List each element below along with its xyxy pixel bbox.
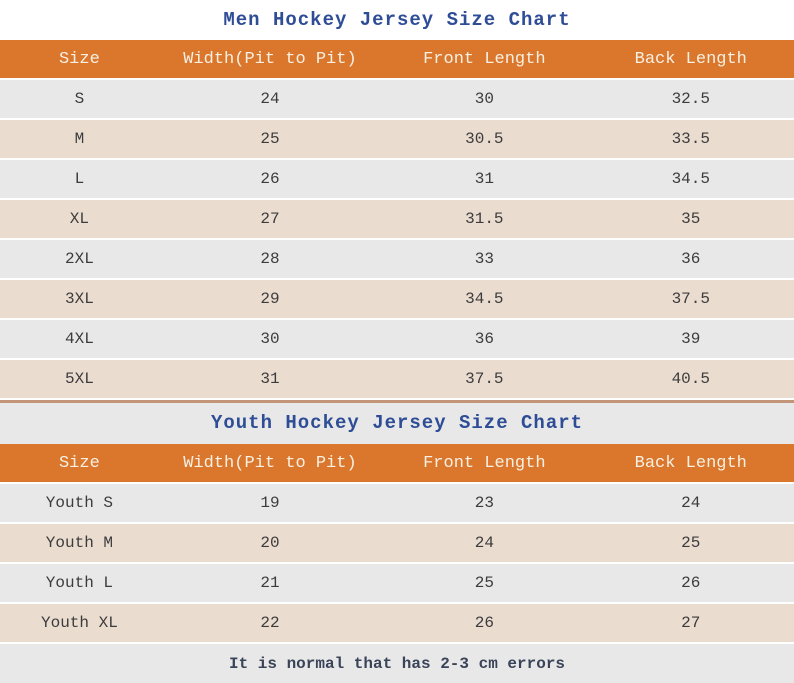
measurement-cell: 31 [474, 170, 494, 188]
youth-chart-title: Youth Hockey Jersey Size Chart [0, 403, 794, 444]
table-row: 2XL 28 33 36 [0, 240, 794, 278]
table-row: Youth M 20 24 25 [0, 524, 794, 562]
table-row: 5XL 31 37.5 40.5 [0, 360, 794, 398]
column-header: Size [58, 453, 100, 473]
size-cell: Youth XL [40, 614, 118, 632]
table-row: L 26 31 34.5 [0, 160, 794, 198]
table-row: Youth L 21 25 26 [0, 564, 794, 602]
measurement-cell: 30 [474, 90, 494, 108]
footer-note: It is normal that has 2-3 cm errors [0, 644, 794, 683]
column-header: Back Length [634, 453, 747, 473]
size-cell: XL [69, 210, 89, 228]
table-row: S 24 30 32.5 [0, 80, 794, 118]
measurement-cell: 27 [260, 210, 280, 228]
column-header: Back Length [634, 49, 747, 69]
measurement-cell: 20 [260, 534, 280, 552]
men-size-table: Size Width(Pit to Pit) Front Length Back Le… [0, 40, 794, 400]
size-cell: 4XL [64, 330, 94, 348]
men-chart-title: Men Hockey Jersey Size Chart [0, 0, 794, 40]
table-row: Youth S 19 23 24 [0, 484, 794, 522]
size-cell: S [74, 90, 85, 108]
measurement-cell: 25 [260, 130, 280, 148]
size-cell: Youth S [45, 494, 113, 512]
table-row: M 25 30.5 33.5 [0, 120, 794, 158]
size-cell: 2XL [64, 250, 94, 268]
column-header: Size [58, 49, 100, 69]
measurement-cell: 35 [681, 210, 701, 228]
table-row: XL 27 31.5 35 [0, 200, 794, 238]
column-header: Front Length [423, 49, 546, 69]
measurement-cell: 37.5 [671, 290, 710, 308]
measurement-cell: 34.5 [465, 290, 504, 308]
measurement-cell: 40.5 [671, 370, 710, 388]
measurement-cell: 36 [681, 250, 701, 268]
table-row: 4XL 30 36 39 [0, 320, 794, 358]
size-cell: L [74, 170, 85, 188]
measurement-cell: 27 [681, 614, 701, 632]
measurement-cell: 26 [681, 574, 701, 592]
column-header: Width(Pit to Pit) [183, 453, 357, 473]
table-row: Youth XL 22 26 27 [0, 604, 794, 642]
measurement-cell: 23 [474, 494, 494, 512]
youth-size-table: Size Width(Pit to Pit) Front Length Back Le… [0, 444, 794, 644]
measurement-cell: 19 [260, 494, 280, 512]
measurement-cell: 26 [260, 170, 280, 188]
section-divider [0, 400, 794, 403]
measurement-cell: 33 [474, 250, 494, 268]
size-cell: Youth M [45, 534, 113, 552]
table-header-row: Size Width(Pit to Pit) Front Length Back Le… [0, 40, 794, 78]
measurement-cell: 24 [681, 494, 701, 512]
measurement-cell: 29 [260, 290, 280, 308]
size-cell: 3XL [64, 290, 94, 308]
measurement-cell: 30.5 [465, 130, 504, 148]
measurement-cell: 39 [681, 330, 701, 348]
table-row: 3XL 29 34.5 37.5 [0, 280, 794, 318]
size-cell: 5XL [64, 370, 94, 388]
measurement-cell: 22 [260, 614, 280, 632]
size-cell: M [74, 130, 85, 148]
measurement-cell: 25 [474, 574, 494, 592]
measurement-cell: 26 [474, 614, 494, 632]
measurement-cell: 37.5 [465, 370, 504, 388]
measurement-cell: 24 [474, 534, 494, 552]
measurement-cell: 36 [474, 330, 494, 348]
measurement-cell: 33.5 [671, 130, 710, 148]
measurement-cell: 32.5 [671, 90, 710, 108]
column-header: Front Length [423, 453, 546, 473]
size-cell: Youth L [45, 574, 113, 592]
measurement-cell: 24 [260, 90, 280, 108]
measurement-cell: 21 [260, 574, 280, 592]
measurement-cell: 31 [260, 370, 280, 388]
measurement-cell: 30 [260, 330, 280, 348]
measurement-cell: 34.5 [671, 170, 710, 188]
measurement-cell: 31.5 [465, 210, 504, 228]
table-header-row: Size Width(Pit to Pit) Front Length Back Le… [0, 444, 794, 482]
column-header: Width(Pit to Pit) [183, 49, 357, 69]
measurement-cell: 25 [681, 534, 701, 552]
measurement-cell: 28 [260, 250, 280, 268]
